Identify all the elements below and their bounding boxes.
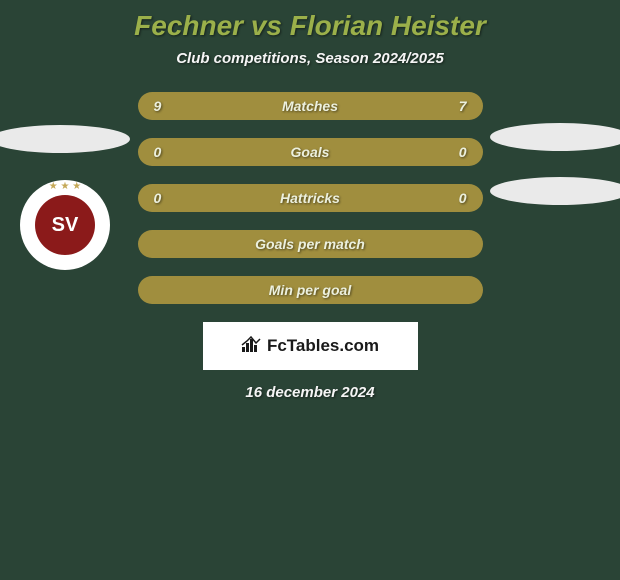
- stat-right: 0: [447, 144, 467, 160]
- stat-left: 0: [154, 190, 174, 206]
- date-label: 16 december 2024: [0, 384, 620, 401]
- stat-label: Min per goal: [269, 282, 351, 298]
- stat-left: 0: [154, 144, 174, 160]
- brand-label: FcTables.com: [267, 336, 379, 356]
- club-badge: ★ ★ ★ SV: [20, 180, 110, 270]
- stat-label: Goals per match: [255, 236, 365, 252]
- stat-row-hattricks: 0 Hattricks 0: [138, 184, 483, 212]
- page-title: Fechner vs Florian Heister: [0, 0, 620, 50]
- bar-chart-icon: [241, 334, 261, 359]
- club-badge-inner: ★ ★ ★ SV: [35, 195, 95, 255]
- subtitle: Club competitions, Season 2024/2025: [0, 50, 620, 67]
- badge-stars-icon: ★ ★ ★: [49, 181, 81, 192]
- stat-row-matches: 9 Matches 7: [138, 92, 483, 120]
- player-left-placeholder: [0, 125, 130, 153]
- stat-row-goals: 0 Goals 0: [138, 138, 483, 166]
- club-badge-label: SV: [52, 214, 79, 237]
- stat-right: 0: [446, 190, 466, 206]
- stat-row-goals-per-match: Goals per match: [138, 230, 483, 258]
- stat-row-min-per-goal: Min per goal: [138, 276, 483, 304]
- brand-box: FcTables.com: [203, 322, 418, 370]
- stat-right: 7: [447, 98, 467, 114]
- stats-container: 9 Matches 7 0 Goals 0 0 Hattricks 0 Goal…: [138, 92, 483, 304]
- stat-label: Goals: [291, 144, 330, 160]
- stat-label: Matches: [282, 98, 338, 114]
- player-right-placeholder-2: [490, 177, 620, 205]
- stat-left: 9: [154, 98, 174, 114]
- player-right-placeholder-1: [490, 123, 620, 151]
- stat-label: Hattricks: [280, 190, 340, 206]
